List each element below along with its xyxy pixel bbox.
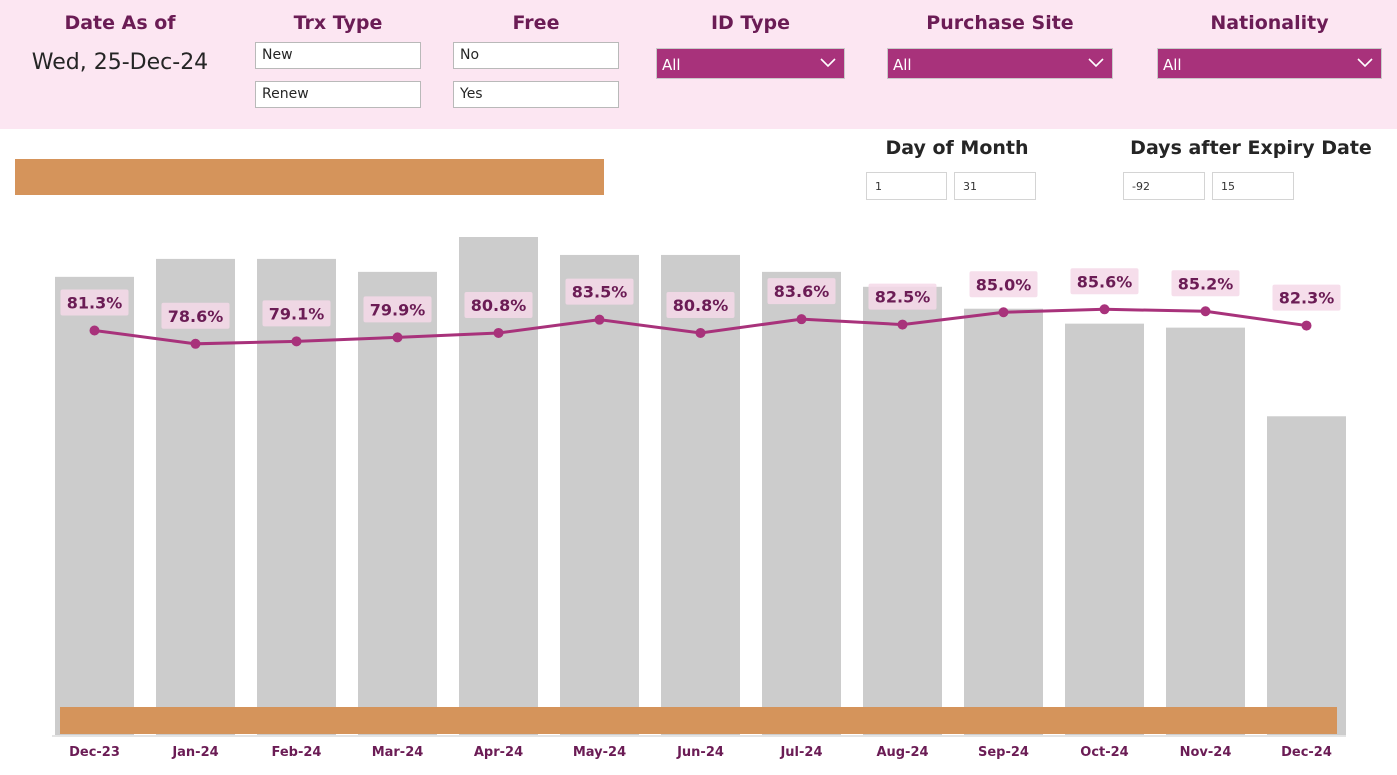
data-label-bg — [565, 278, 634, 305]
date-as-of-title: Date As of — [64, 12, 176, 34]
line-point[interactable] — [392, 332, 403, 343]
days-after-expiry-title: Days after Expiry Date — [1130, 137, 1372, 159]
bar-jan-24[interactable] — [156, 258, 235, 735]
day-of-month-min-input[interactable]: 1 — [866, 172, 947, 200]
date-as-of-value: Wed, 25-Dec-24 — [31, 50, 209, 75]
data-label: 80.8% — [471, 296, 527, 315]
bar-nov-24[interactable] — [1166, 327, 1245, 735]
chart-title-band — [15, 159, 604, 195]
x-tick-label: Apr-24 — [474, 745, 523, 760]
line-point[interactable] — [897, 319, 908, 330]
x-tick-label: Jan-24 — [171, 745, 218, 760]
data-label: 85.0% — [976, 275, 1032, 294]
bar-aug-24[interactable] — [863, 286, 942, 735]
chevron-down-icon — [820, 58, 836, 68]
free-title: Free — [512, 12, 560, 34]
data-label: 82.5% — [875, 288, 931, 307]
purchase-site-dropdown[interactable]: All — [887, 48, 1113, 79]
purchase-site-title: Purchase Site — [926, 12, 1074, 34]
line-point[interactable] — [594, 314, 605, 325]
data-label: 79.1% — [269, 304, 325, 323]
line-point[interactable] — [695, 327, 706, 338]
data-label-bg — [262, 300, 331, 327]
free-option-no[interactable]: No — [453, 42, 619, 69]
x-tick-label: Jul-24 — [779, 745, 822, 760]
x-tick-label: Nov-24 — [1180, 745, 1232, 760]
x-tick-label: Dec-24 — [1281, 745, 1332, 760]
bar-may-24[interactable] — [560, 254, 639, 736]
chevron-down-icon — [1357, 58, 1373, 68]
nationality-selected: All — [1163, 56, 1182, 74]
data-label: 78.6% — [168, 307, 224, 326]
bar-dec-24[interactable] — [1267, 416, 1346, 735]
x-tick-label: Feb-24 — [272, 745, 322, 760]
line-point[interactable] — [1200, 306, 1211, 317]
bar-sep-24[interactable] — [964, 308, 1043, 735]
line-point[interactable] — [190, 338, 201, 349]
data-label-bg — [363, 296, 432, 323]
line-point[interactable] — [998, 307, 1009, 318]
bar-feb-24[interactable] — [257, 258, 336, 735]
data-label: 83.5% — [572, 283, 628, 302]
x-tick-label: Mar-24 — [372, 745, 424, 760]
data-label-bg — [1171, 270, 1240, 297]
data-label-bg — [666, 291, 735, 318]
id-type-selected: All — [662, 56, 681, 74]
id-type-dropdown[interactable]: All — [656, 48, 845, 79]
free-option-yes[interactable]: Yes — [453, 81, 619, 108]
data-label-bg — [868, 283, 937, 310]
trx-type-option-new[interactable]: New — [255, 42, 421, 69]
data-label: 85.6% — [1077, 272, 1133, 291]
bar-mar-24[interactable] — [358, 271, 437, 735]
data-label: 80.8% — [673, 296, 729, 315]
data-label-bg — [1070, 268, 1139, 295]
data-label-bg — [767, 278, 836, 305]
purchase-site-selected: All — [893, 56, 912, 74]
x-tick-label: Jun-24 — [676, 745, 724, 760]
x-tick-label: Dec-23 — [69, 745, 120, 760]
chart-bottom-band — [60, 707, 1337, 734]
line-point[interactable] — [89, 325, 100, 336]
line-point[interactable] — [291, 336, 302, 347]
bar-jul-24[interactable] — [762, 271, 841, 735]
day-of-month-title: Day of Month — [885, 137, 1029, 159]
x-tick-label: Oct-24 — [1080, 745, 1128, 760]
days-after-expiry-min-input[interactable]: -92 — [1123, 172, 1205, 200]
nationality-dropdown[interactable]: All — [1157, 48, 1382, 79]
data-label-bg — [464, 291, 533, 318]
chevron-down-icon — [1088, 58, 1104, 68]
data-label-bg — [60, 289, 129, 316]
data-label: 81.3% — [67, 294, 123, 313]
data-label: 85.2% — [1178, 274, 1234, 293]
id-type-title: ID Type — [710, 12, 791, 34]
bar-oct-24[interactable] — [1065, 323, 1144, 735]
x-tick-label: May-24 — [573, 745, 626, 760]
data-label: 79.9% — [370, 300, 426, 319]
x-tick-label: Sep-24 — [978, 745, 1029, 760]
trx-type-title: Trx Type — [293, 12, 383, 34]
bar-apr-24[interactable] — [459, 237, 538, 735]
line-point[interactable] — [493, 327, 504, 338]
day-of-month-max-input[interactable]: 31 — [954, 172, 1036, 200]
data-label-bg — [969, 271, 1038, 298]
x-tick-label: Aug-24 — [876, 745, 928, 760]
line-point[interactable] — [1301, 320, 1312, 331]
bar-jun-24[interactable] — [661, 254, 740, 736]
line-point[interactable] — [1099, 304, 1110, 315]
nationality-title: Nationality — [1210, 12, 1329, 34]
data-label-bg — [161, 302, 230, 329]
data-label-bg — [1272, 284, 1341, 311]
line-point[interactable] — [796, 314, 807, 325]
data-label: 82.3% — [1279, 289, 1335, 308]
data-label: 83.6% — [774, 282, 830, 301]
bar-dec-23[interactable] — [55, 276, 134, 735]
trx-type-option-renew[interactable]: Renew — [255, 81, 421, 108]
days-after-expiry-max-input[interactable]: 15 — [1212, 172, 1294, 200]
